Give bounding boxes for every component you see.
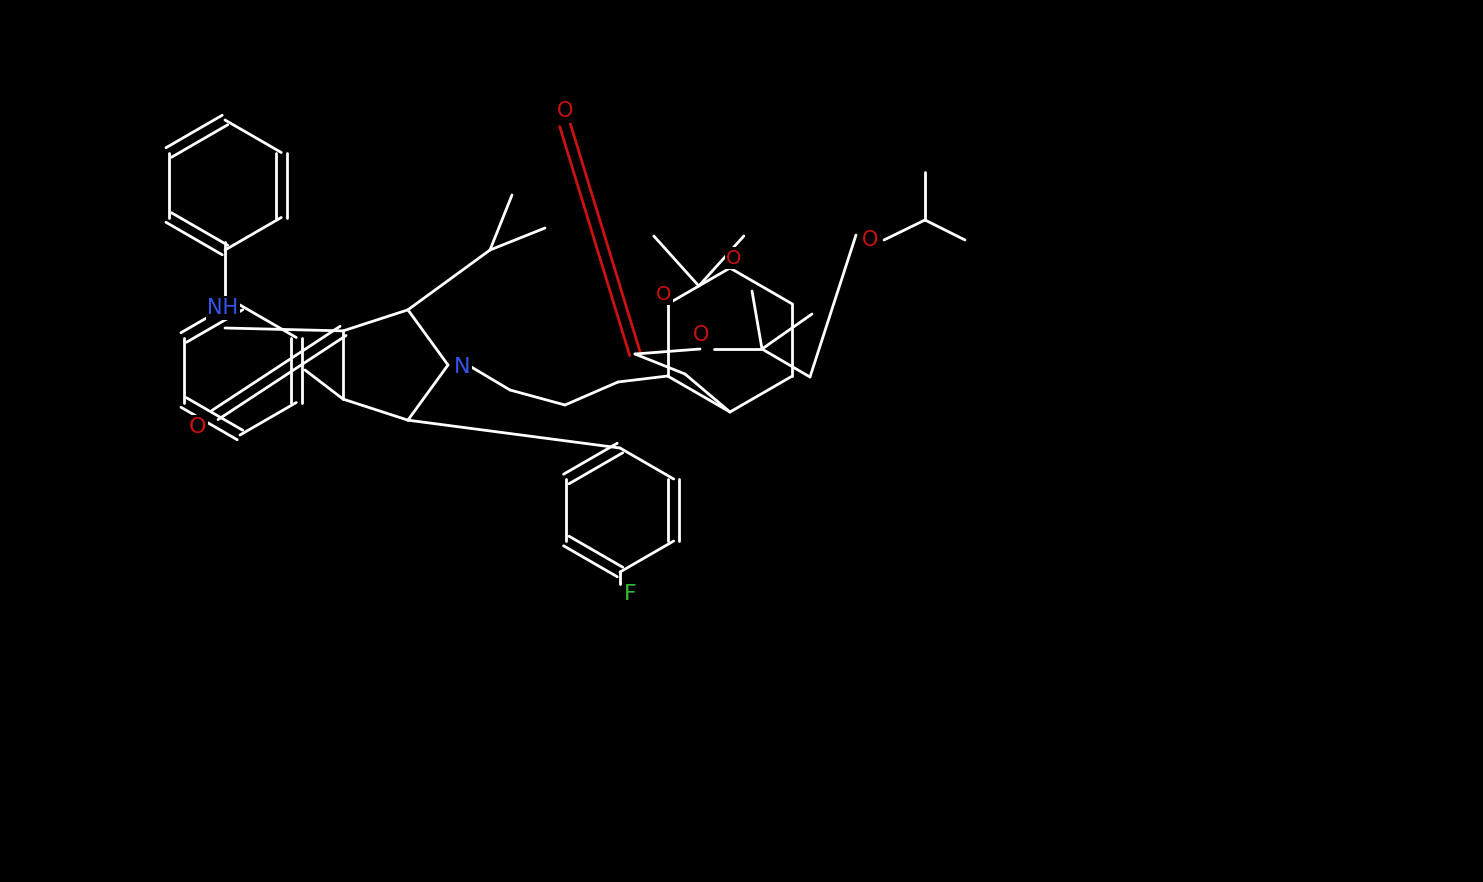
Text: NH: NH — [208, 298, 239, 318]
Text: O: O — [188, 417, 206, 437]
Text: O: O — [862, 230, 878, 250]
Text: N: N — [454, 357, 470, 377]
Text: O: O — [727, 249, 742, 267]
Text: F: F — [624, 584, 636, 604]
Text: O: O — [693, 325, 709, 345]
Text: O: O — [556, 101, 574, 121]
Text: O: O — [655, 285, 672, 303]
